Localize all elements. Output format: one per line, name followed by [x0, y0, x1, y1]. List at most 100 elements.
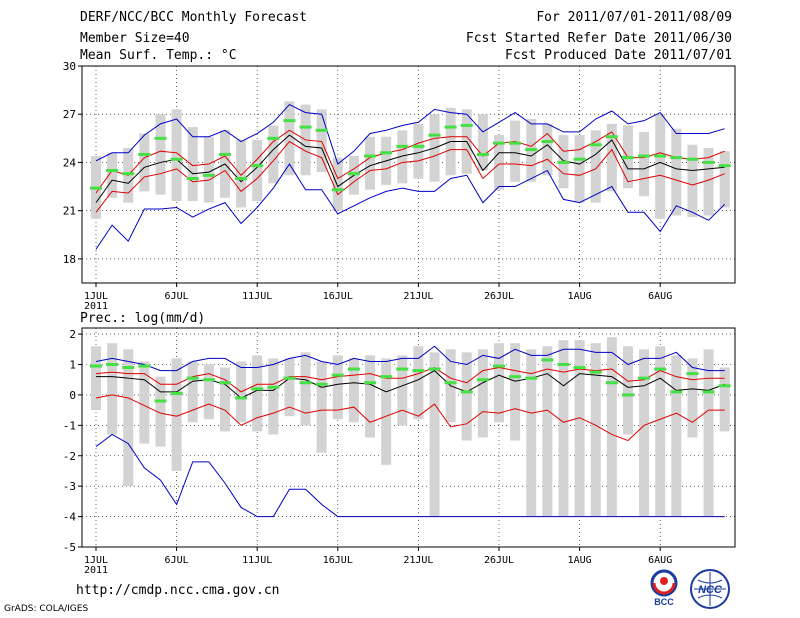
y-tick-label: 1	[69, 359, 76, 372]
ensemble-box	[171, 358, 182, 471]
median-marker	[557, 160, 570, 164]
ensemble-box	[107, 152, 118, 198]
plot-frame-prec	[81, 327, 736, 548]
median-marker	[460, 123, 473, 127]
lower-spread-line	[95, 140, 725, 213]
upper-envelope-line	[95, 103, 725, 165]
source-url[interactable]: http://cmdp.ncc.cma.gov.cn	[76, 583, 280, 598]
ensemble-box	[606, 123, 617, 192]
median-marker	[412, 144, 425, 148]
median-marker	[396, 367, 409, 371]
median-marker	[638, 154, 651, 158]
median-marker	[573, 157, 586, 161]
median-marker	[186, 376, 199, 380]
ensemble-box	[268, 358, 279, 435]
median-marker	[476, 378, 489, 382]
y-tick-label: -4	[63, 511, 77, 524]
lower-envelope-line	[95, 163, 726, 250]
median-marker	[573, 366, 586, 370]
ensemble-box	[171, 109, 182, 202]
ensemble-box	[332, 157, 343, 211]
median-marker	[670, 156, 683, 160]
y-tick-label: -1	[63, 419, 76, 432]
ensemble-box	[477, 114, 488, 171]
median-marker	[364, 154, 377, 158]
ensemble-box	[219, 367, 230, 432]
ensemble-box	[203, 136, 214, 203]
median-marker	[315, 382, 328, 386]
median-marker	[218, 152, 231, 156]
median-marker	[702, 390, 715, 394]
lower-envelope-line	[95, 433, 725, 518]
median-marker	[202, 378, 215, 382]
ensemble-box	[574, 135, 585, 203]
ensemble-box	[203, 364, 214, 420]
median-marker	[638, 376, 651, 380]
median-marker	[283, 119, 296, 123]
median-marker	[380, 375, 393, 379]
member-size: Member Size=40	[80, 31, 190, 46]
x-tick-sublabel: 2011	[84, 565, 108, 576]
median-marker	[251, 387, 264, 391]
median-marker	[686, 372, 699, 376]
median-marker	[541, 358, 554, 362]
ensemble-box	[622, 346, 633, 435]
median-marker	[299, 125, 312, 129]
median-marker	[476, 152, 489, 156]
median-marker	[138, 364, 151, 368]
median-marker	[428, 367, 441, 371]
ensemble-box	[639, 349, 650, 517]
median-marker	[493, 141, 505, 145]
median-marker	[444, 125, 457, 129]
y-tick-label: 21	[63, 205, 76, 218]
x-tick-label: 16JUL	[323, 555, 353, 566]
median-marker	[186, 177, 199, 181]
ensemble-box	[703, 349, 714, 517]
median-marker	[154, 399, 167, 403]
median-marker	[106, 363, 119, 366]
ensemble-box	[139, 133, 150, 192]
median-marker	[412, 369, 425, 373]
lower-spread-line	[95, 394, 725, 442]
median-marker	[605, 135, 618, 139]
ensemble-box	[155, 114, 166, 195]
median-marker	[444, 381, 457, 385]
ncc-logo-text: NCC	[698, 584, 723, 596]
median-marker	[283, 376, 296, 380]
y-tick-label: 18	[63, 253, 76, 266]
x-tick-label: 1AUG	[568, 555, 592, 566]
median-marker	[380, 151, 393, 155]
grads-credit: GrADS: COLA/IGES	[4, 604, 89, 614]
y-tick-label: 30	[63, 60, 76, 73]
median-marker	[122, 366, 135, 370]
median-marker	[509, 141, 522, 145]
median-marker	[525, 376, 538, 380]
ensemble-box	[639, 131, 650, 197]
ensemble-box	[155, 376, 166, 447]
ensemble-box	[123, 349, 134, 487]
median-marker	[347, 367, 360, 371]
median-marker	[605, 381, 618, 385]
upper-spread-line	[95, 129, 725, 194]
ensemble-box	[316, 109, 327, 173]
chart-title: DERF/NCC/BCC Monthly Forecast	[80, 10, 307, 25]
ensemble-box	[687, 358, 698, 438]
ensemble-box	[606, 337, 617, 517]
median-marker	[170, 391, 183, 395]
median-marker	[218, 381, 231, 385]
median-marker	[718, 164, 731, 168]
median-marker	[122, 172, 135, 176]
ensemble-box	[655, 114, 666, 219]
median-marker	[460, 390, 473, 394]
ensemble-box	[316, 361, 327, 453]
ensemble-box	[526, 349, 537, 517]
median-marker	[541, 140, 554, 144]
forecast-period: For 2011/07/01-2011/08/09	[536, 10, 732, 25]
x-tick-label: 6JUL	[165, 291, 189, 302]
prec-panel-title: Prec.: log(mm/d)	[80, 311, 205, 326]
ensemble-box	[332, 355, 343, 420]
ensemble-box	[719, 151, 730, 208]
x-tick-label: 26JUL	[484, 555, 514, 566]
ensemble-box	[494, 343, 504, 423]
